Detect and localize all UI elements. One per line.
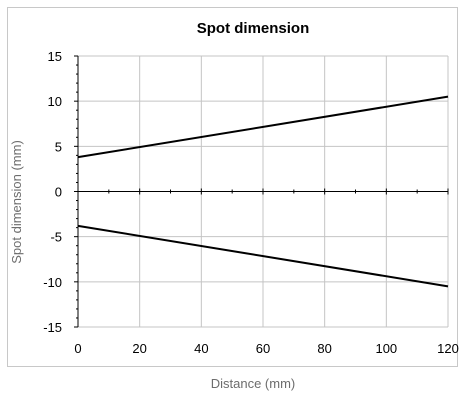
y-tick-label: 15	[48, 49, 62, 64]
x-tick-label: 100	[375, 341, 397, 356]
x-tick-label: 40	[194, 341, 208, 356]
x-tick-label: 20	[132, 341, 146, 356]
y-tick-label: 0	[55, 185, 62, 200]
chart-frame	[7, 7, 458, 367]
series-line-2	[77, 224, 449, 288]
x-tick-label: 0	[74, 341, 81, 356]
y-tick-label: -5	[50, 230, 62, 245]
x-axis-title: Distance (mm)	[211, 376, 296, 391]
series-layer	[77, 95, 449, 288]
y-tick-label: 10	[48, 94, 62, 109]
x-tick-label: 120	[437, 341, 459, 356]
chart-title: Spot dimension	[197, 20, 310, 37]
tick-labels: 15 10 5 0 -5 -10 -15 0 20 40 60 80 100 120	[43, 49, 459, 356]
y-tick-label: -15	[43, 320, 62, 335]
y-tick-label: 5	[55, 139, 62, 154]
x-tick-label: 80	[317, 341, 331, 356]
y-axis-title: Spot dimension (mm)	[9, 140, 24, 264]
x-tick-label: 60	[256, 341, 270, 356]
axes	[74, 55, 449, 328]
series-line-1	[77, 95, 449, 159]
y-tick-label: -10	[43, 275, 62, 290]
